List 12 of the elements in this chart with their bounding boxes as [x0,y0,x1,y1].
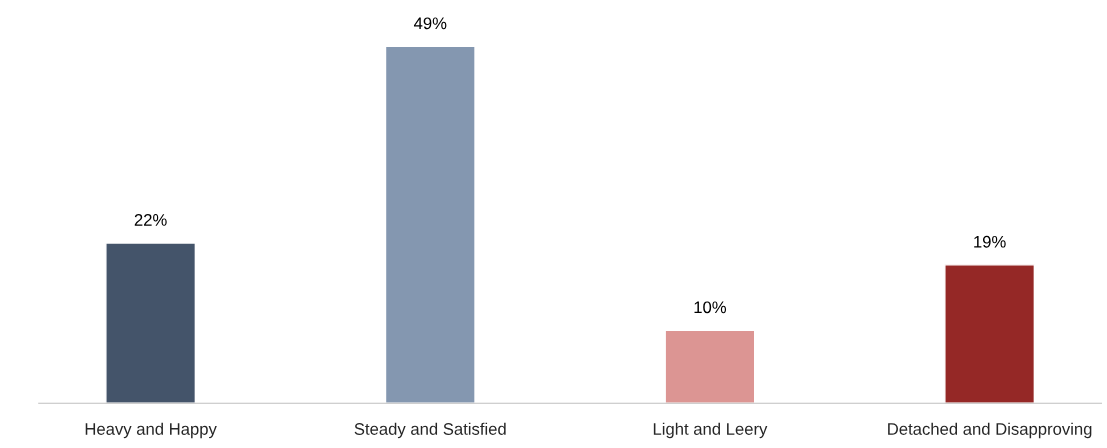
bar [105,242,197,404]
x-tick-label: Steady and Satisfied [354,422,506,439]
x-tick-label: Heavy and Happy [85,422,217,439]
data-label: 10% [694,301,727,314]
x-tick-label: Light and Leery [653,422,768,439]
data-label: 19% [974,235,1006,248]
x-tick-label: Detached and Disapproving [888,422,1092,439]
data-label: 22% [134,214,167,226]
bar [944,264,1036,404]
bar [664,329,756,404]
bar [384,45,476,404]
data-label: 49% [413,17,447,30]
